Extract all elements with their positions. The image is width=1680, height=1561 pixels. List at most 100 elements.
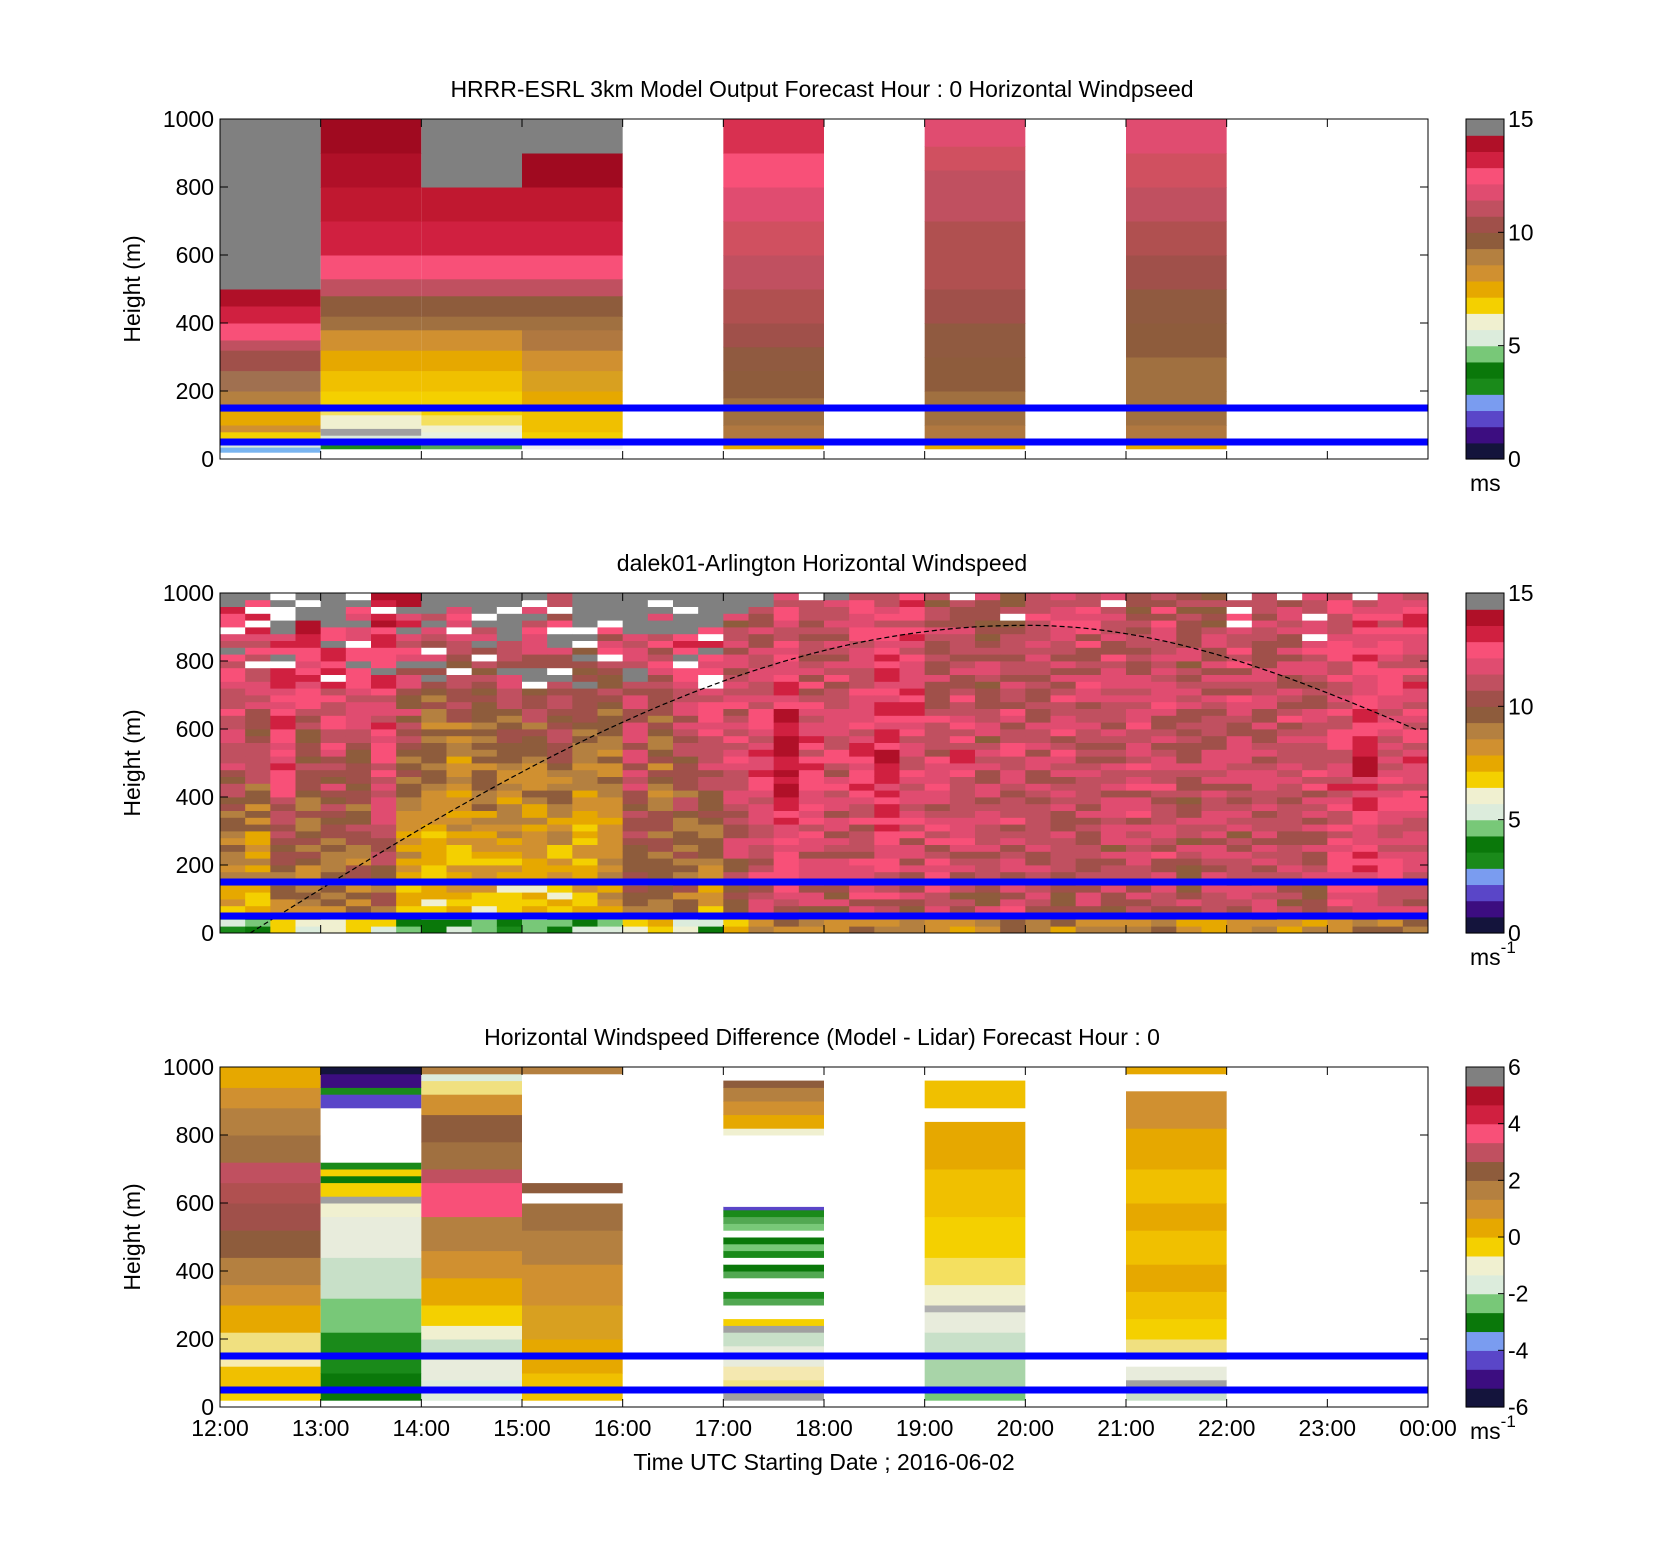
heatmap-cell <box>1126 797 1152 805</box>
heatmap-cell <box>547 756 573 764</box>
heatmap-cell <box>1126 742 1152 750</box>
heatmap-cell <box>1352 756 1379 764</box>
heatmap-cell <box>773 647 800 655</box>
heatmap-cell <box>547 667 573 675</box>
heatmap-cell <box>1377 844 1404 852</box>
heatmap-cell <box>1100 613 1127 621</box>
heatmap-cell <box>295 871 322 879</box>
heatmap-cell <box>421 1277 522 1306</box>
heatmap-cell <box>471 640 498 648</box>
heatmap-cell <box>220 323 321 341</box>
heatmap-cell <box>320 769 347 777</box>
heatmap-cell <box>1251 871 1278 879</box>
heatmap-cell <box>1050 783 1077 791</box>
heatmap-cell <box>1277 742 1303 750</box>
heatmap-cell <box>1100 769 1127 777</box>
heatmap-cell <box>421 1359 522 1381</box>
heatmap-cell <box>824 715 850 723</box>
heatmap-cell <box>371 633 397 641</box>
heatmap-cell <box>723 831 749 839</box>
heatmap-cell <box>949 776 976 784</box>
colorbar-segment <box>1466 442 1504 460</box>
heatmap-cell <box>446 905 473 913</box>
heatmap-cell <box>723 837 749 845</box>
heatmap-cell <box>698 817 724 825</box>
heatmap-cell <box>245 763 271 771</box>
heatmap-cell <box>1126 892 1152 900</box>
colorbar-tick-label: 10 <box>1508 693 1534 719</box>
heatmap-cell <box>1277 865 1303 873</box>
heatmap-cell <box>949 681 976 689</box>
heatmap-cell <box>572 599 598 607</box>
heatmap-cell <box>773 892 800 900</box>
heatmap-cell <box>522 749 548 757</box>
heatmap-cell <box>1277 763 1303 771</box>
heatmap-cell <box>421 316 522 331</box>
colorbar-tick-label: 2 <box>1508 1167 1521 1193</box>
heatmap-cell <box>1201 783 1228 791</box>
heatmap-cell <box>320 316 422 331</box>
heatmap-cell <box>798 735 825 743</box>
heatmap-cell <box>572 763 598 771</box>
heatmap-cell <box>975 695 1001 703</box>
heatmap-cell <box>320 153 422 188</box>
heatmap-cell <box>773 681 800 689</box>
heatmap-cell <box>220 688 246 696</box>
heatmap-cell <box>975 654 1001 662</box>
heatmap-cell <box>1201 599 1228 607</box>
colorbar-tick-label: 5 <box>1508 333 1521 359</box>
heatmap-cell <box>572 803 598 811</box>
heatmap-cell <box>1025 749 1051 757</box>
heatmap-cell <box>622 606 649 614</box>
heatmap-cell <box>597 729 624 737</box>
heatmap-cell <box>723 803 749 811</box>
heatmap-cell <box>597 831 624 839</box>
heatmap-cell <box>1277 667 1303 675</box>
heatmap-cell <box>1377 858 1404 866</box>
heatmap-cell <box>1025 722 1051 730</box>
heatmap-cell <box>975 817 1001 825</box>
heatmap-cell <box>622 599 649 607</box>
heatmap-cell <box>698 899 724 907</box>
heatmap-cell <box>371 654 397 662</box>
heatmap-cell <box>1277 769 1303 777</box>
heatmap-cell <box>1176 769 1202 777</box>
heatmap-cell <box>1402 674 1429 682</box>
heatmap-cell <box>1050 647 1077 655</box>
heatmap-cell <box>924 613 951 621</box>
heatmap-cell <box>1100 674 1127 682</box>
heatmap-cell <box>673 708 699 716</box>
heatmap-cell <box>1176 851 1202 859</box>
heatmap-cell <box>1226 681 1253 689</box>
heatmap-cell <box>220 905 246 913</box>
heatmap-cell <box>924 803 951 811</box>
heatmap-cell <box>1000 797 1026 805</box>
heatmap-cell <box>496 667 523 675</box>
heatmap-cell <box>1075 871 1102 879</box>
heatmap-cell <box>1050 735 1077 743</box>
heatmap-cell <box>446 708 473 716</box>
heatmap-cell <box>496 899 523 907</box>
heatmap-cell <box>522 370 623 392</box>
heatmap-cell <box>748 871 775 879</box>
heatmap-cell <box>1151 790 1177 798</box>
heatmap-cell <box>320 688 347 696</box>
heatmap-cell <box>371 620 397 628</box>
heatmap-cell <box>1075 599 1102 607</box>
heatmap-cell <box>1151 899 1177 907</box>
heatmap-cell <box>1000 776 1026 784</box>
heatmap-cell <box>975 905 1001 913</box>
heatmap-cell <box>220 817 246 825</box>
heatmap-cell <box>522 654 548 662</box>
heatmap-cell <box>723 1305 824 1320</box>
heatmap-cell <box>547 899 573 907</box>
heatmap-cell <box>345 633 372 641</box>
heatmap-cell <box>245 844 271 852</box>
heatmap-cell <box>673 763 699 771</box>
heatmap-cell <box>1402 865 1429 873</box>
heatmap-cell <box>1100 742 1127 750</box>
heatmap-cell <box>421 1073 522 1082</box>
heatmap-cell <box>899 735 926 743</box>
heatmap-cell <box>1000 871 1026 879</box>
heatmap-cell <box>421 119 522 188</box>
